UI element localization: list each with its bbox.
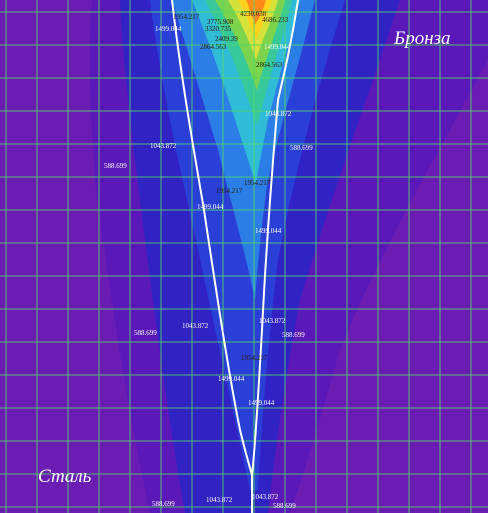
- contour-value-label: 588.699: [273, 502, 296, 510]
- contour-value-label: 1043.872: [265, 110, 292, 118]
- contour-value-label: 588.699: [290, 144, 313, 152]
- contour-value-label: 2409.39: [215, 35, 238, 43]
- contour-value-label: 588.699: [282, 331, 305, 339]
- interface-boundary-right: [251, 0, 299, 476]
- contour-value-label: 1043.872: [259, 317, 286, 325]
- contour-value-label: 4230.038: [240, 10, 267, 18]
- contour-value-label: 588.699: [104, 162, 127, 170]
- contour-value-label: 1499.044: [155, 25, 182, 33]
- contour-value-label: 1499.044: [218, 375, 245, 383]
- contour-value-label: 3775.908: [207, 18, 234, 26]
- contour-value-label: 588.699: [152, 500, 175, 508]
- region-label-steel: Сталь: [38, 466, 92, 487]
- contour-value-label: 588.699: [134, 329, 157, 337]
- contour-value-label: 2864.563: [200, 43, 227, 51]
- contour-value-label: 4686.233: [262, 16, 289, 24]
- contour-labels: 1499.044 1954.217 3775.908 4230.0384686.233…: [104, 10, 313, 510]
- contour-value-label: 1499.044: [197, 203, 224, 211]
- contour-value-label: 1954.217: [244, 179, 271, 187]
- contour-value-label: 1043.872: [150, 142, 177, 150]
- contour-value-label: 1499.044: [255, 227, 282, 235]
- contour-value-label: 1043.872: [252, 493, 279, 501]
- contour-value-label: 2864.563: [256, 61, 283, 69]
- region-label-bronze: Бронза: [393, 28, 451, 49]
- contour-value-label: 1954.217: [241, 354, 268, 362]
- contour-value-label: 1499.044: [264, 43, 291, 51]
- contour-value-label: 1954.217: [173, 13, 200, 21]
- contour-value-label: 1954.217: [216, 187, 243, 195]
- contour-value-label: 3320.735: [205, 25, 232, 33]
- contour-value-label: 1043.872: [206, 496, 233, 504]
- interface-boundary-left: [171, 0, 253, 476]
- contour-value-label: 1499.044: [248, 399, 275, 407]
- contour-value-label: 1043.872: [182, 322, 209, 330]
